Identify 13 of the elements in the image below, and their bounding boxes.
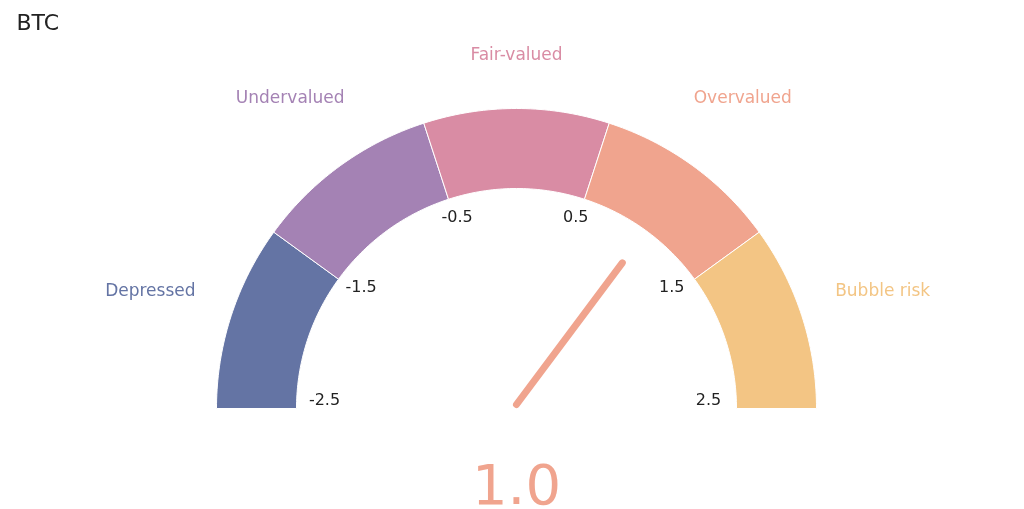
slice-label: Fair-valued [470, 43, 563, 64]
chart-title: BTC [16, 10, 60, 35]
text: 0.5 [563, 206, 589, 226]
slice-label: Overvalued [693, 87, 792, 108]
text: -2.5 [308, 389, 341, 409]
text: 1.5 [659, 276, 685, 296]
text: -0.5 [441, 206, 473, 226]
text: -1.5 [345, 276, 377, 296]
slice-label: Depressed [105, 279, 196, 300]
slice-label: Undervalued [235, 87, 345, 108]
text: 2.5 [695, 389, 722, 409]
text: 1.0 [471, 451, 562, 509]
slice-label: Bubble risk [835, 279, 931, 300]
